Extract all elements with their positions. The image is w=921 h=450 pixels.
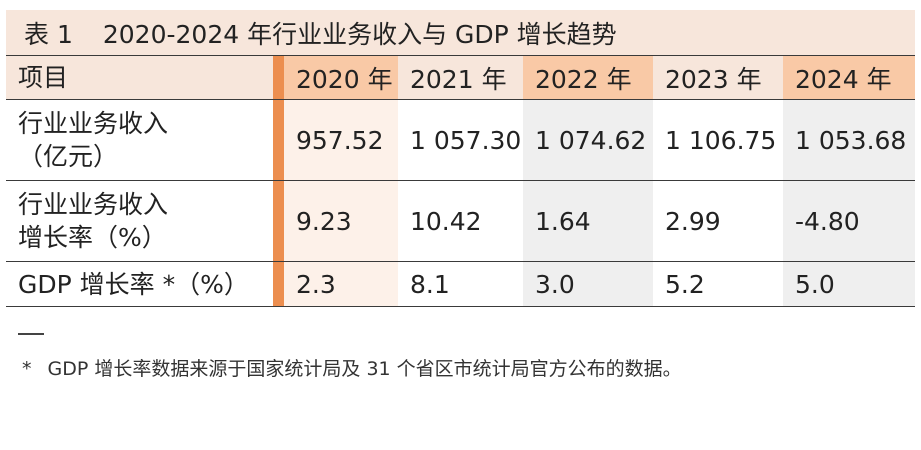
table-cell: 3.0 bbox=[523, 262, 653, 306]
accent-bar bbox=[273, 100, 284, 180]
table-cell: 8.1 bbox=[410, 269, 450, 299]
table-cell: 1.64 bbox=[523, 181, 653, 261]
table-cell: 5.0 bbox=[783, 262, 915, 306]
accent-bar bbox=[273, 262, 284, 306]
table-cell: 9.23 bbox=[284, 181, 398, 261]
table-cell: 1 074.62 bbox=[523, 100, 653, 180]
table-cell: 1 106.75 bbox=[665, 125, 777, 155]
header-year-2020: 2020 年 bbox=[284, 56, 398, 99]
table-cell: 1 053.68 bbox=[783, 100, 915, 180]
footnote-text: GDP 增长率数据来源于国家统计局及 31 个省区市统计局官方公布的数据。 bbox=[47, 358, 682, 380]
data-table: 项目 2020 年 2021 年 2022 年 2023 年 2024 年 行业… bbox=[6, 55, 915, 307]
accent-bar bbox=[273, 56, 284, 99]
table-cell: 2.99 bbox=[665, 206, 721, 236]
row-label-line: 行业业务收入 bbox=[18, 190, 169, 219]
table-cell: 5.2 bbox=[665, 269, 705, 299]
table-header-row: 项目 2020 年 2021 年 2022 年 2023 年 2024 年 bbox=[6, 55, 915, 100]
accent-bar bbox=[273, 181, 284, 261]
row-label-line: GDP 增长率 *（%） bbox=[18, 269, 249, 299]
row-label-line: （亿元） bbox=[18, 142, 119, 171]
row-label: 行业业务收入 增长率（%） bbox=[6, 181, 273, 261]
header-year-2021: 2021 年 bbox=[398, 56, 523, 99]
table-cell: -4.80 bbox=[783, 181, 915, 261]
row-label-line: 行业业务收入 bbox=[18, 109, 169, 138]
table-row-revenue: 行业业务收入 （亿元） 957.52 1 057.30 1 074.62 1 1… bbox=[6, 100, 915, 181]
table-title: 表 1 2020-2024 年行业业务收入与 GDP 增长趋势 bbox=[6, 10, 915, 55]
table-number: 表 1 bbox=[24, 19, 73, 49]
table-cell: 10.42 bbox=[410, 206, 482, 236]
table-row-gdp-growth: GDP 增长率 *（%） 2.3 8.1 3.0 5.2 5.0 bbox=[6, 262, 915, 307]
footnote-marker: * bbox=[22, 358, 32, 380]
header-year-2024: 2024 年 bbox=[783, 56, 915, 99]
row-label-line: 增长率（%） bbox=[18, 223, 167, 252]
row-label: GDP 增长率 *（%） bbox=[6, 262, 273, 306]
table-cell: 957.52 bbox=[284, 100, 398, 180]
footnote-divider bbox=[18, 333, 44, 335]
row-label: 行业业务收入 （亿元） bbox=[6, 100, 273, 180]
header-year-2023: 2023 年 bbox=[653, 56, 783, 99]
footnote: * GDP 增长率数据来源于国家统计局及 31 个省区市统计局官方公布的数据。 bbox=[22, 354, 682, 381]
table-title-text: 2020-2024 年行业业务收入与 GDP 增长趋势 bbox=[102, 19, 617, 49]
table-cell: 1 057.30 bbox=[410, 125, 522, 155]
table-row-revenue-growth: 行业业务收入 增长率（%） 9.23 10.42 1.64 2.99 -4.80 bbox=[6, 181, 915, 262]
header-item: 项目 bbox=[6, 56, 273, 99]
table-cell: 2.3 bbox=[284, 262, 398, 306]
header-year-2022: 2022 年 bbox=[523, 56, 653, 99]
